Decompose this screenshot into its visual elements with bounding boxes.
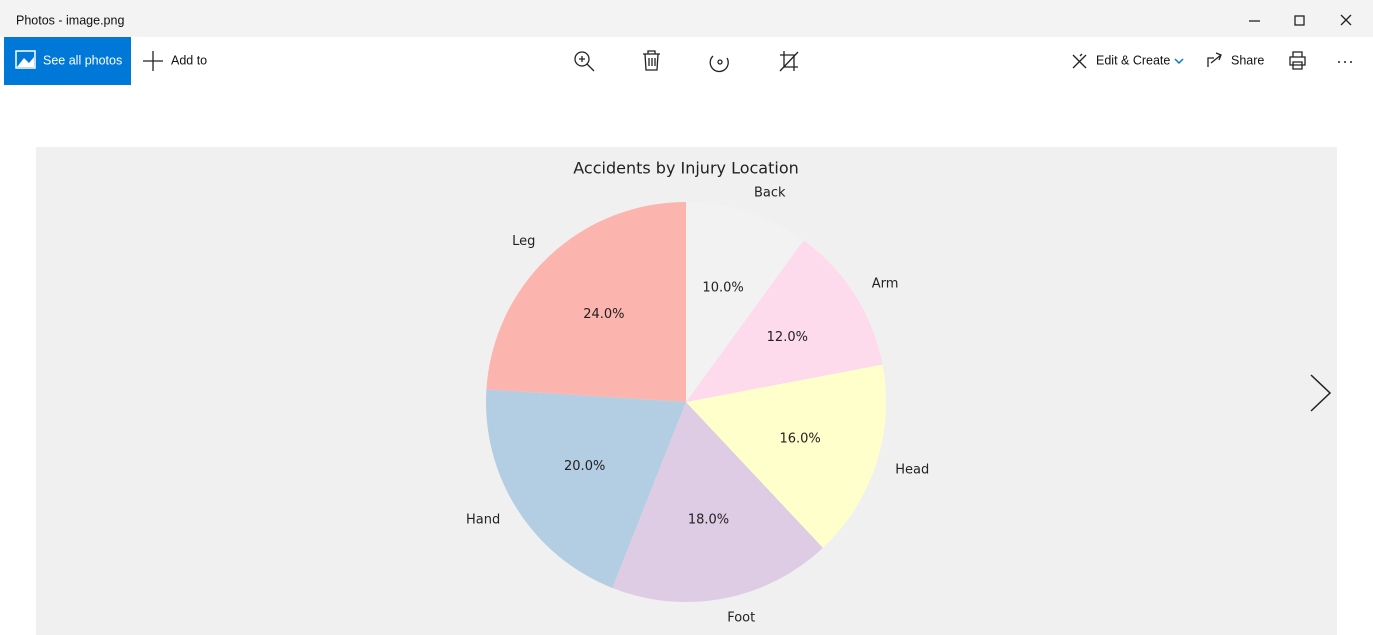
value-label: 24.0%	[583, 307, 624, 322]
restore-button[interactable]	[1294, 15, 1305, 26]
value-label: 12.0%	[767, 330, 808, 345]
edit-create-button[interactable]	[1072, 53, 1087, 69]
value-label: 20.0%	[564, 459, 605, 474]
rotate-button[interactable]	[709, 55, 729, 73]
zoom-button[interactable]	[574, 51, 595, 72]
window-title: Photos - image.png	[16, 13, 124, 27]
print-button[interactable]	[1289, 51, 1306, 70]
see-all-photos-label[interactable]: See all photos	[43, 53, 122, 67]
photos-icon-mountain	[17, 57, 34, 67]
pie-wedge	[486, 202, 686, 402]
pie-wedge	[686, 364, 886, 548]
share-icon[interactable]	[1207, 52, 1222, 67]
window-controls[interactable]	[1249, 14, 1352, 26]
edit-create-label[interactable]: Edit & Create	[1096, 53, 1170, 67]
edit-create-chevron[interactable]	[1174, 58, 1184, 65]
value-label: 18.0%	[688, 512, 729, 527]
pie-wedge	[485, 389, 686, 588]
more-button[interactable]	[1338, 61, 1352, 63]
value-label: 10.0%	[702, 280, 743, 295]
add-to-label[interactable]: Add to	[171, 53, 207, 67]
title-bar	[0, 0, 1373, 37]
pie-wedge	[612, 402, 823, 603]
chart-title: Accidents by Injury Location	[573, 159, 799, 178]
value-label: 16.0%	[779, 432, 820, 447]
slice-label: Leg	[512, 234, 535, 249]
slice-label: Back	[754, 185, 786, 200]
share-label[interactable]: Share	[1231, 53, 1264, 67]
add-icon[interactable]	[143, 51, 163, 71]
slice-label: Arm	[872, 277, 899, 292]
close-button[interactable]	[1340, 14, 1352, 26]
photos-icon	[15, 50, 36, 69]
crop-button[interactable]	[779, 51, 799, 72]
slice-label: Hand	[466, 512, 500, 527]
next-image-button[interactable]	[1310, 374, 1332, 412]
pie-wedge	[686, 202, 804, 402]
slice-label: Head	[895, 462, 929, 477]
slice-label: Foot	[727, 611, 755, 626]
pie-wedge	[686, 240, 883, 402]
delete-button[interactable]	[643, 50, 660, 71]
